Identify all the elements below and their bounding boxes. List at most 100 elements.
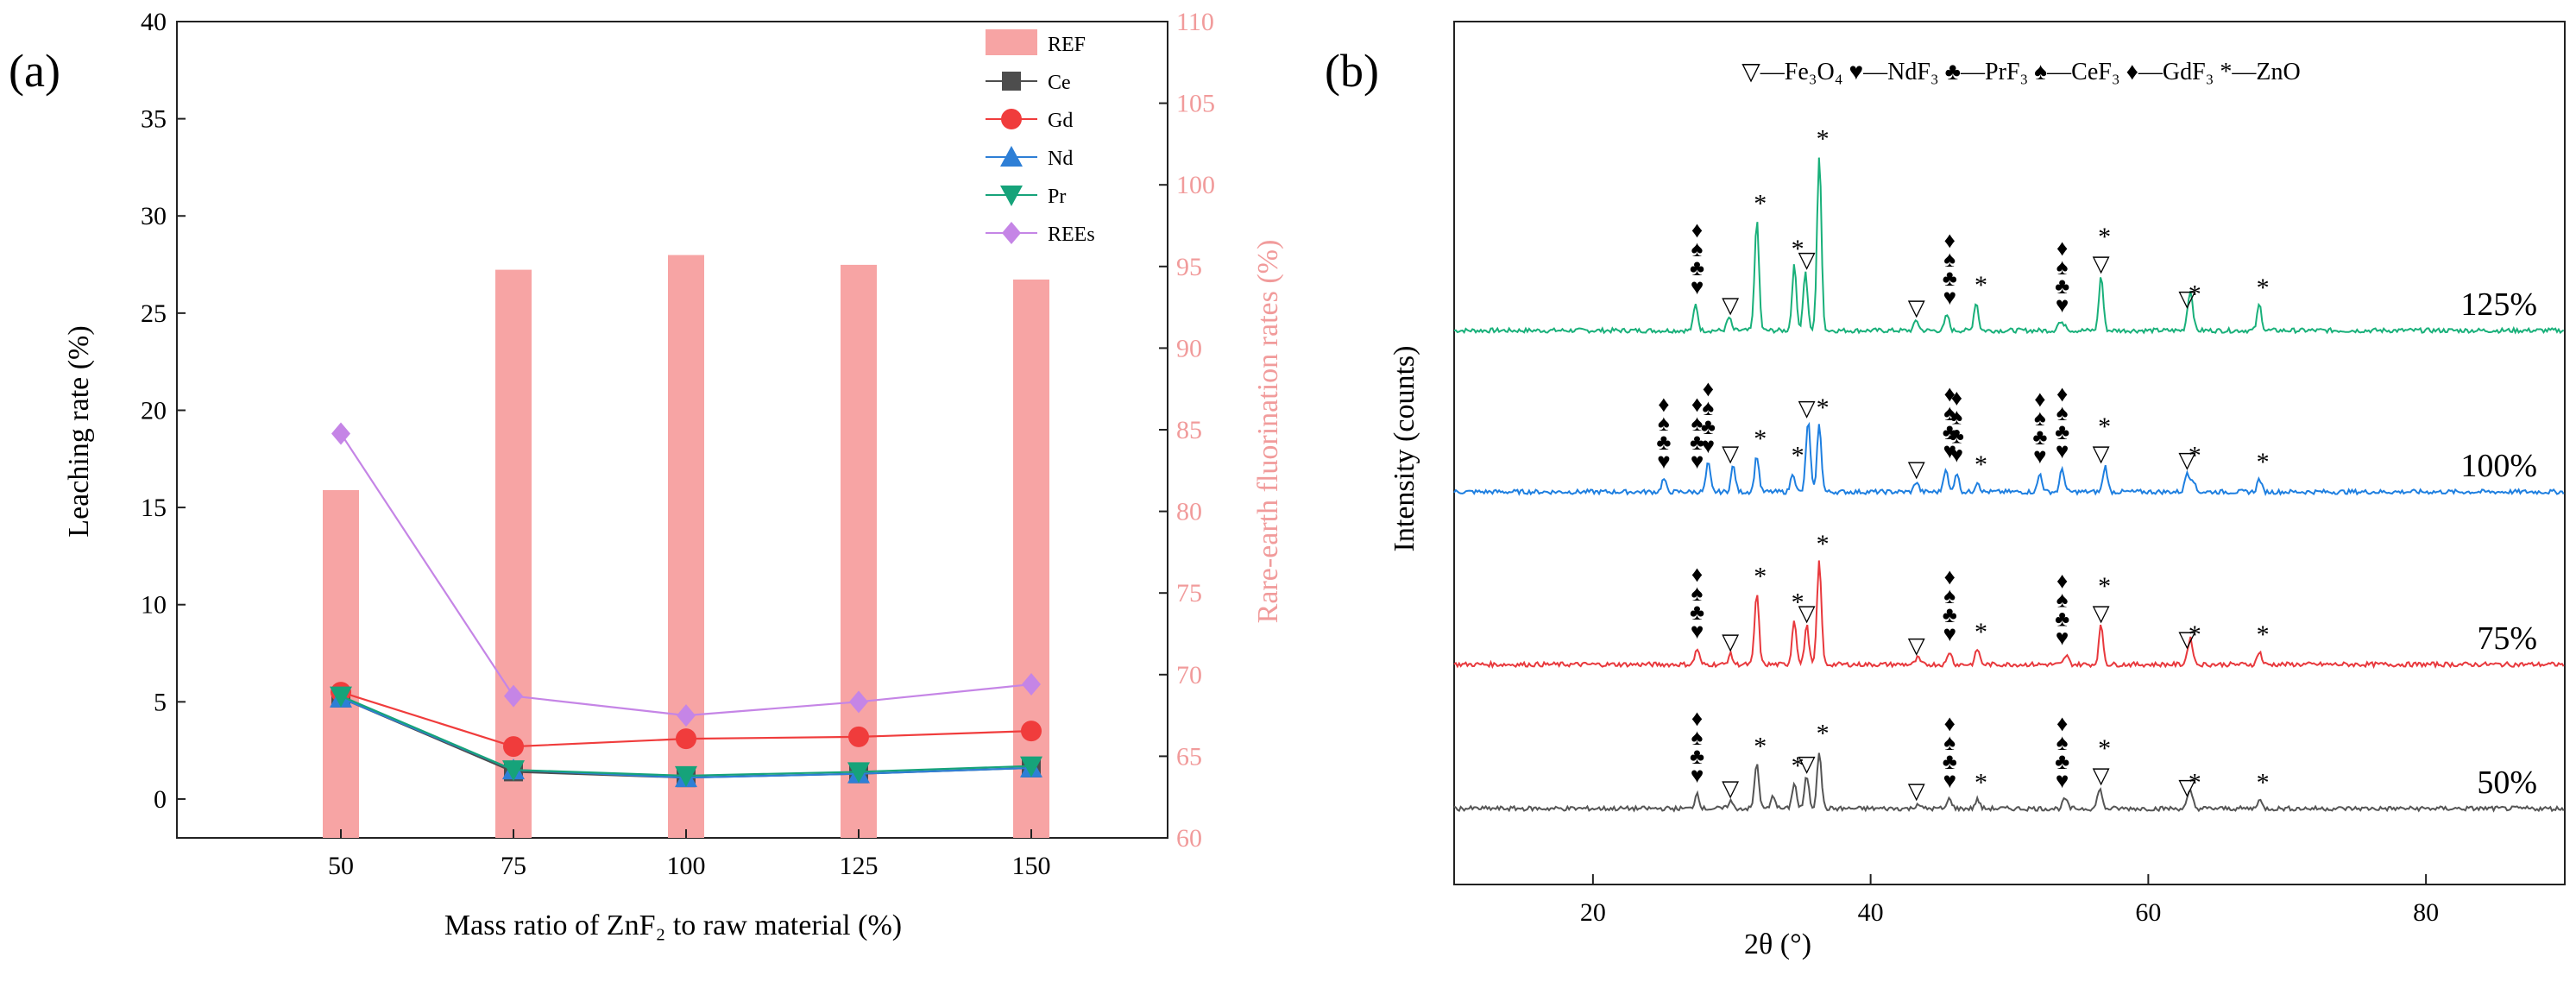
y-tick-label-a: 40 <box>141 8 167 36</box>
zno-star: * <box>1754 563 1767 591</box>
xrd-trace <box>1453 560 2565 670</box>
data-point <box>1022 673 1041 696</box>
data-point <box>1020 756 1042 777</box>
panel-b-chart: (b) ▽—Fe₃O₄ ♥—NdF₃ ♣—PrF₃ ♠—CeF₃ ♦—GdF₃ … <box>1325 21 2566 960</box>
y2-tick-label-a: 110 <box>1176 8 1214 36</box>
fe3o4-triangle: ▽ <box>2093 763 2110 788</box>
phase-symbol: ♠ <box>1702 395 1714 420</box>
phase-symbol: ♦ <box>1691 706 1703 731</box>
zno-star: * <box>2257 448 2270 476</box>
y-tick-label-a: 30 <box>141 202 167 230</box>
phase-symbol: ♣ <box>2032 425 2047 450</box>
ref-bars <box>323 255 1049 839</box>
phase-symbol: ♥ <box>2033 444 2046 469</box>
zno-star: * <box>1792 442 1804 470</box>
y2-tick-label-a: 60 <box>1176 824 1202 853</box>
phase-symbol: ♦ <box>1691 562 1703 587</box>
phase-symbol: ♣ <box>2055 607 2069 632</box>
legend-marker <box>1000 146 1023 167</box>
xrd-trace <box>1453 421 2565 497</box>
y2-tick-label-a: 65 <box>1176 742 1202 771</box>
fe3o4-triangle: ▽ <box>1908 778 1925 803</box>
phase-symbol: ♦ <box>2034 387 2045 412</box>
phase-symbol: ♥ <box>1691 449 1704 474</box>
y-tick-label-a: 5 <box>154 688 167 716</box>
phase-symbol: ♣ <box>1690 600 1704 625</box>
phase-symbol: ♥ <box>1943 285 1956 310</box>
phase-symbol: ♣ <box>1949 424 1964 449</box>
zno-star: * <box>2257 769 2270 797</box>
zno-star: * <box>1817 125 1830 154</box>
data-point <box>331 422 350 445</box>
fe3o4-triangle: ▽ <box>2178 775 2195 800</box>
y-tick-label-a: 20 <box>141 396 167 425</box>
x-tick-label-a: 50 <box>328 852 354 880</box>
fe3o4-triangle: ▽ <box>1722 629 1739 654</box>
phase-symbol: ♣ <box>1656 430 1671 455</box>
zno-star: * <box>1754 733 1767 761</box>
x-tick-label-b: 80 <box>2413 898 2439 927</box>
panel-b-label: (b) <box>1325 45 1379 97</box>
phase-symbol: ♠ <box>1658 411 1670 436</box>
fe3o4-triangle: ▽ <box>1908 633 1925 658</box>
zno-star: * <box>2098 734 2111 763</box>
ref-bar <box>668 255 704 838</box>
x-tick-label-b: 40 <box>1858 898 1884 927</box>
phase-symbol: ♦ <box>2056 236 2068 261</box>
phase-symbol: ♥ <box>1943 768 1956 793</box>
y2-tick-label-a: 95 <box>1176 253 1202 281</box>
zno-star: * <box>2189 769 2201 797</box>
phase-legend: ▽—Fe₃O₄ ♥—NdF₃ ♣—PrF₃ ♠—CeF₃ ♦—GdF₃ *—Zn… <box>1741 59 2301 85</box>
zno-star: * <box>1975 618 1987 646</box>
phase-symbol: ♠ <box>1691 411 1704 436</box>
x-axis-title-a: Mass ratio of ZnF₂ to raw material (%) <box>444 910 902 941</box>
data-point <box>504 684 523 708</box>
phase-symbol: ♣ <box>1690 430 1704 455</box>
zno-star: * <box>1792 235 1804 263</box>
y-tick-label-a: 25 <box>141 299 167 328</box>
zno-star: * <box>1754 190 1767 218</box>
x-tick-label-a: 75 <box>501 852 526 880</box>
zno-star: * <box>2098 572 2111 601</box>
data-point <box>1021 721 1042 742</box>
phase-symbol: ♠ <box>1691 236 1704 261</box>
phase-symbol: ♠ <box>1691 725 1704 750</box>
y-tick-label-a: 35 <box>141 105 167 134</box>
legend-marker <box>1002 222 1021 244</box>
phase-symbol: ♠ <box>2056 400 2069 425</box>
fe3o4-triangle: ▽ <box>2093 251 2110 276</box>
axis-ticks: 0 5 10 15 20 25 30 35 40 60 65 70 75 80 85 90 95 100 105 11… <box>141 8 1215 880</box>
fe3o4-triangle: ▽ <box>1722 293 1739 318</box>
data-point <box>502 760 525 782</box>
y2-tick-label-a: 105 <box>1176 90 1215 118</box>
phase-symbol: ♦ <box>1944 381 1956 406</box>
xrd-trace <box>1453 157 2565 335</box>
fe3o4-triangle: ▽ <box>1908 456 1925 482</box>
phase-symbol: ♥ <box>2056 438 2069 463</box>
y-axis-title-b: Intensity (counts) <box>1389 346 1420 552</box>
zno-star: * <box>1975 450 1987 479</box>
zno-star: * <box>2098 412 2111 441</box>
data-point <box>847 762 870 784</box>
phase-symbol: ♥ <box>2056 626 2069 651</box>
phase-symbol: ♦ <box>1944 711 1956 736</box>
y2-tick-label-a: 85 <box>1176 416 1202 444</box>
phase-symbol: ♣ <box>1701 414 1716 439</box>
legend-marker <box>1001 109 1022 129</box>
y2-tick-label-a: 80 <box>1176 498 1202 526</box>
legend-marker <box>1002 72 1021 91</box>
zno-star: * <box>1975 769 1987 797</box>
legend-marker <box>1000 186 1023 206</box>
x-tick-label-a: 150 <box>1012 852 1051 880</box>
y-tick-label-a: 10 <box>141 591 167 620</box>
data-point <box>503 736 524 758</box>
zno-star: * <box>2257 620 2270 649</box>
zno-star: * <box>1817 720 1830 748</box>
zno-star: * <box>2098 223 2111 251</box>
phase-symbol: ♠ <box>1943 730 1956 755</box>
phase-symbol: ♣ <box>1690 744 1704 769</box>
legend-a: REF Ce Gd Nd Pr REEs <box>986 29 1095 246</box>
phase-symbol: ♦ <box>1944 564 1956 589</box>
zno-star: * <box>1792 752 1804 780</box>
phase-symbol: ♠ <box>1943 583 1956 608</box>
